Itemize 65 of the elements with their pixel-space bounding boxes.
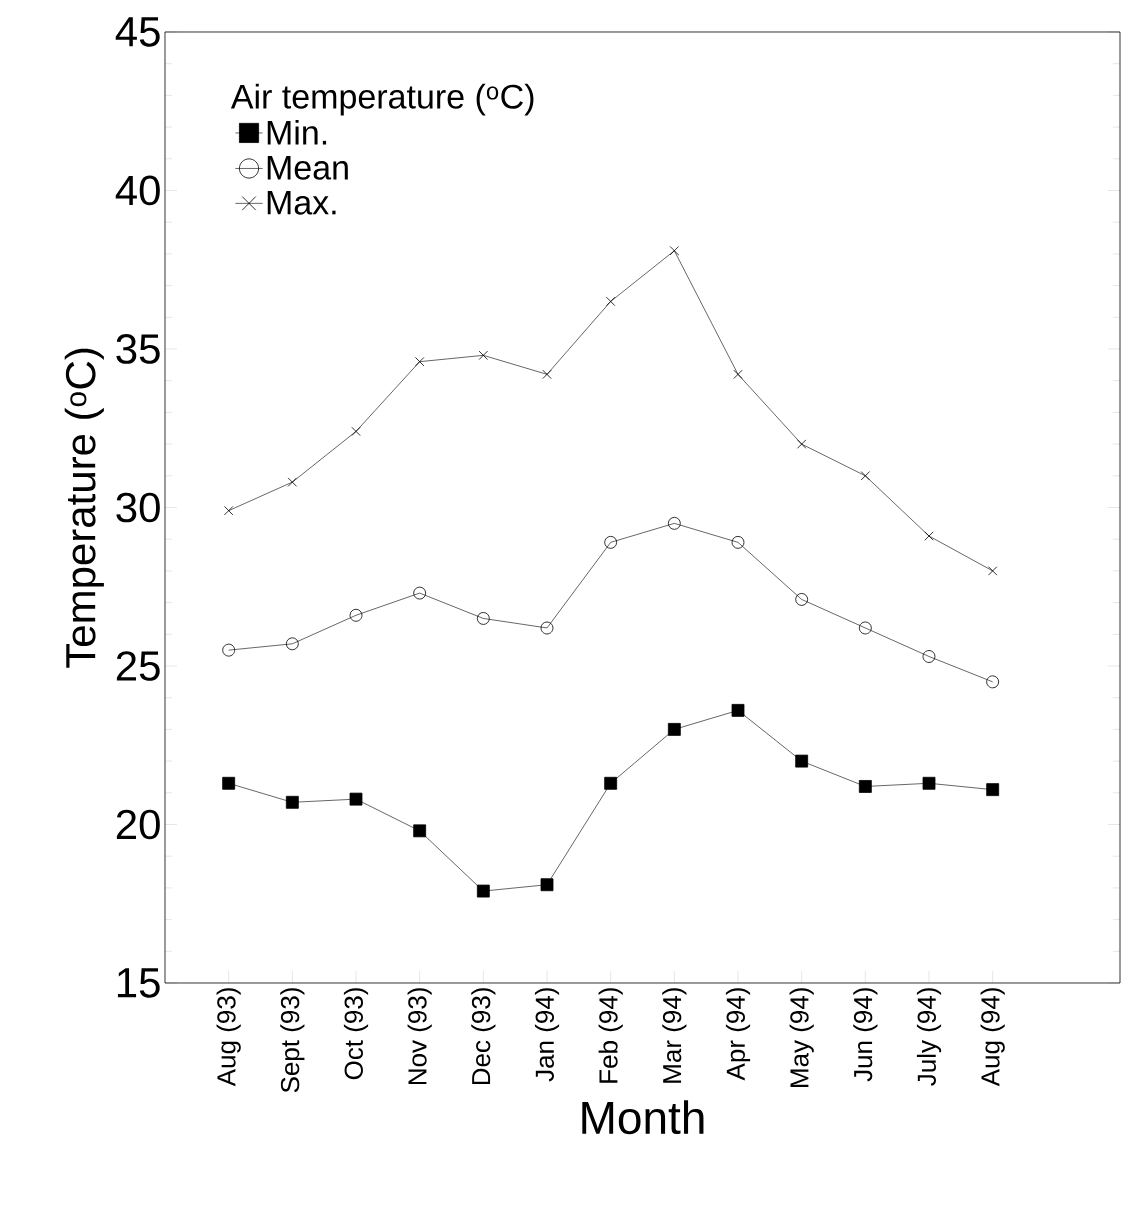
point [860,471,870,481]
point [667,723,681,736]
y-tick-label: 45 [115,17,160,47]
point [924,531,934,541]
point [540,878,554,892]
point [858,621,872,635]
point [478,350,488,360]
x-tick-label: Mar (94) [662,988,687,1083]
x-tick-label: May (94) [789,988,814,1087]
point [224,506,234,516]
y-tick-label: 15 [117,968,160,998]
x-tick-label: Jan (94) [534,988,560,1082]
x-tick-label: Feb (94) [598,988,623,1083]
point [795,593,809,606]
point [731,703,745,717]
point [542,369,552,379]
point [797,439,807,449]
point [604,535,618,549]
point [667,516,681,530]
point [413,586,427,600]
point [222,643,236,657]
y-tick-label: 30 [116,492,160,523]
point [413,824,427,838]
x-axis-title: Month [582,1100,704,1135]
point [988,566,998,576]
legend-label: Mean [267,156,348,180]
point [476,884,490,898]
point [731,535,745,549]
x-tick-label: Aug (94) [980,988,1005,1087]
y-axis-title: Temperature ($^{o}$C) [64,348,104,668]
point [858,780,872,793]
point [351,426,361,437]
point [285,637,299,651]
y-tick-label: 25 [116,651,160,681]
x-tick-label: Apr (94) [725,988,751,1081]
x-tick-label: Aug (93) [216,988,241,1087]
point [222,776,236,790]
point [922,650,936,663]
legend-title: Air temperature ($^{o}$C) [230,83,534,116]
point [733,369,743,379]
x-tick-label: Dec (93) [471,988,496,1085]
x-tick-label: Sept (93) [280,988,305,1093]
point [606,296,616,307]
point [986,783,1000,797]
point [540,621,554,635]
legend-label: Min. [267,119,327,145]
point [795,754,809,768]
point [349,792,363,806]
legend-label: Max. [267,190,336,215]
point [285,795,299,809]
x-tick-label: Jun (94) [853,988,878,1082]
x-tick-label: Nov (93) [407,988,432,1085]
point [287,477,297,487]
point [349,608,363,622]
x-tick-label: July (94) [916,988,942,1086]
y-tick-label: 40 [115,175,160,206]
point [604,776,618,790]
y-tick-label: 20 [116,809,160,840]
y-tick-label: 35 [116,334,160,364]
point [476,612,490,625]
point [986,675,1000,689]
point [922,776,936,790]
point [415,357,425,367]
x-tick-label: Oct (93) [343,988,369,1080]
point [669,246,679,256]
